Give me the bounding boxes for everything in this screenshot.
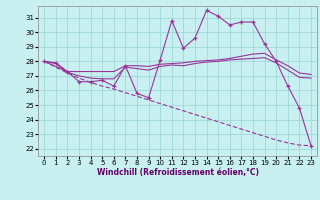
X-axis label: Windchill (Refroidissement éolien,°C): Windchill (Refroidissement éolien,°C) — [97, 168, 259, 177]
